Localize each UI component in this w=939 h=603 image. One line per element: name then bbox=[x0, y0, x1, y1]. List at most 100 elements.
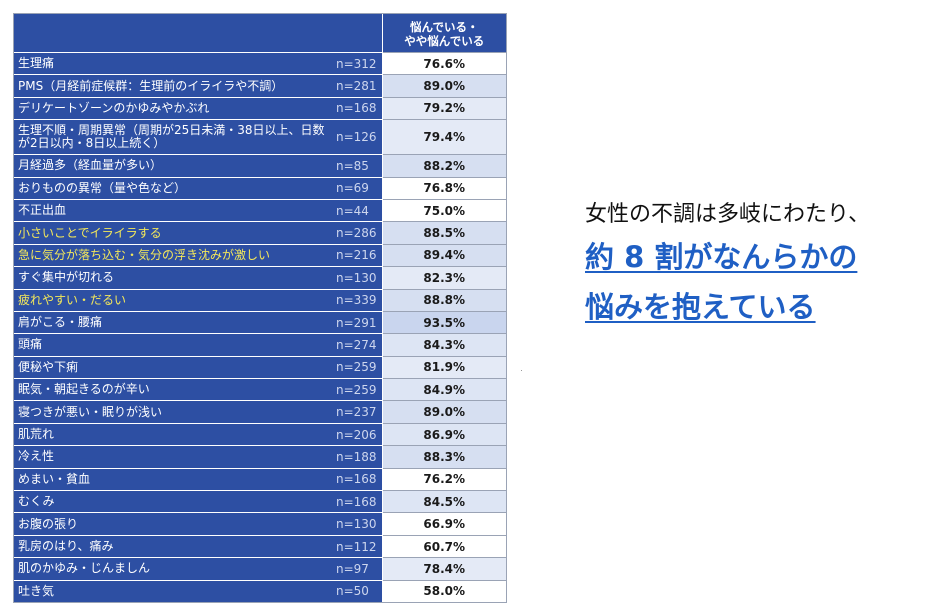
header-blank-cell bbox=[14, 14, 383, 53]
percent-value: 88.3% bbox=[382, 445, 506, 469]
sample-size: n=50 bbox=[332, 579, 383, 602]
table-header-row: 悩んでいる・ やや悩んでいる bbox=[14, 14, 506, 53]
symptom-label: 乳房のはり、痛み bbox=[14, 534, 332, 558]
symptom-label: 疲れやすい・だるい bbox=[14, 288, 332, 312]
sample-size: n=259 bbox=[332, 355, 383, 379]
sample-size: n=259 bbox=[332, 378, 383, 401]
sample-size: n=339 bbox=[332, 288, 383, 312]
percent-value: 89.0% bbox=[382, 400, 506, 424]
symptom-label: デリケートゾーンのかゆみやかぶれ bbox=[14, 96, 332, 120]
sample-size: n=130 bbox=[332, 512, 383, 536]
table-row: 頭痛 n=274 84.3% bbox=[14, 333, 506, 357]
percent-value: 78.4% bbox=[382, 557, 506, 581]
percent-value: 84.9% bbox=[382, 378, 506, 401]
symptom-label: おりものの異常（量や色など） bbox=[14, 176, 332, 200]
symptom-label: めまい・貧血 bbox=[14, 467, 332, 491]
table-row: 不正出血 n=44 75.0% bbox=[14, 198, 506, 222]
sample-size: n=85 bbox=[332, 154, 383, 178]
sample-size: n=44 bbox=[332, 198, 383, 222]
symptom-label: 生理痛 bbox=[14, 51, 332, 75]
symptom-label: 肌荒れ bbox=[14, 422, 332, 446]
sample-size: n=281 bbox=[332, 74, 383, 98]
sample-size: n=126 bbox=[332, 119, 383, 155]
stray-dot bbox=[521, 370, 522, 371]
table-row: デリケートゾーンのかゆみやかぶれ n=168 79.2% bbox=[14, 96, 506, 120]
table-row: 寝つきが悪い・眠りが浅い n=237 89.0% bbox=[14, 400, 506, 424]
callout-text: 女性の不調は多岐にわたり、 約 8 割がなんらかの 悩みを抱えている bbox=[585, 198, 935, 332]
symptom-label: 肌のかゆみ・じんましん bbox=[14, 557, 332, 581]
callout-line-3: 悩みを抱えている bbox=[585, 290, 816, 324]
symptom-label: むくみ bbox=[14, 490, 332, 513]
percent-value: 76.8% bbox=[382, 176, 506, 200]
percent-value: 93.5% bbox=[382, 310, 506, 334]
sample-size: n=312 bbox=[332, 51, 383, 75]
symptom-label: 不正出血 bbox=[14, 198, 332, 222]
table-row: 疲れやすい・だるい n=339 88.8% bbox=[14, 288, 506, 312]
symptom-label: 便秘や下痢 bbox=[14, 355, 332, 379]
sample-size: n=69 bbox=[332, 176, 383, 200]
sample-size: n=216 bbox=[332, 243, 383, 267]
table-row: 眠気・朝起きるのが辛い n=259 84.9% bbox=[14, 378, 506, 401]
table-row: お腹の張り n=130 66.9% bbox=[14, 512, 506, 536]
table-row: 生理不順・周期異常（周期が25日未満・38日以上、日数が2日以内・8日以上続く）… bbox=[14, 119, 506, 155]
percent-value: 84.3% bbox=[382, 333, 506, 357]
table-row: 肩がこる・腰痛 n=291 93.5% bbox=[14, 310, 506, 334]
column-header-worried: 悩んでいる・ やや悩んでいる bbox=[382, 14, 506, 53]
table-row: 急に気分が落ち込む・気分の浮き沈みが激しい n=216 89.4% bbox=[14, 243, 506, 267]
sample-size: n=112 bbox=[332, 534, 383, 558]
percent-value: 76.2% bbox=[382, 467, 506, 491]
table-row: 月経過多（経血量が多い） n=85 88.2% bbox=[14, 154, 506, 178]
table-row: 便秘や下痢 n=259 81.9% bbox=[14, 355, 506, 379]
sample-size: n=168 bbox=[332, 490, 383, 513]
percent-value: 82.3% bbox=[382, 266, 506, 290]
percent-value: 76.6% bbox=[382, 51, 506, 75]
table-row: めまい・貧血 n=168 76.2% bbox=[14, 467, 506, 491]
survey-table: 悩んでいる・ やや悩んでいる 生理痛 n=312 76.6% PMS（月経前症候群：生… bbox=[14, 14, 506, 602]
percent-value: 66.9% bbox=[382, 512, 506, 536]
percent-value: 60.7% bbox=[382, 534, 506, 558]
percent-value: 84.5% bbox=[382, 490, 506, 513]
table-row: 生理痛 n=312 76.6% bbox=[14, 51, 506, 75]
percent-value: 88.2% bbox=[382, 154, 506, 178]
table-row: 冷え性 n=188 88.3% bbox=[14, 445, 506, 469]
table-row: むくみ n=168 84.5% bbox=[14, 490, 506, 513]
sample-size: n=206 bbox=[332, 422, 383, 446]
symptom-label: PMS（月経前症候群：生理前のイライラや不調） bbox=[14, 74, 332, 98]
percent-value: 89.0% bbox=[382, 74, 506, 98]
sample-size: n=286 bbox=[332, 221, 383, 245]
sample-size: n=97 bbox=[332, 557, 383, 581]
sample-size: n=168 bbox=[332, 467, 383, 491]
symptom-label: 月経過多（経血量が多い） bbox=[14, 154, 332, 178]
sample-size: n=130 bbox=[332, 266, 383, 290]
table-row: おりものの異常（量や色など） n=69 76.8% bbox=[14, 176, 506, 200]
callout-line-2: 約 8 割がなんらかの bbox=[585, 240, 858, 274]
symptom-label: 寝つきが悪い・眠りが浅い bbox=[14, 400, 332, 424]
sample-size: n=237 bbox=[332, 400, 383, 424]
table-row: 乳房のはり、痛み n=112 60.7% bbox=[14, 534, 506, 558]
symptom-label: 小さいことでイライラする bbox=[14, 221, 332, 245]
table-row: 小さいことでイライラする n=286 88.5% bbox=[14, 221, 506, 245]
percent-value: 89.4% bbox=[382, 243, 506, 267]
sample-size: n=188 bbox=[332, 445, 383, 469]
table-row: PMS（月経前症候群：生理前のイライラや不調） n=281 89.0% bbox=[14, 74, 506, 98]
symptom-label: 冷え性 bbox=[14, 445, 332, 469]
symptom-label: すぐ集中が切れる bbox=[14, 266, 332, 290]
symptom-label: 肩がこる・腰痛 bbox=[14, 310, 332, 334]
percent-value: 58.0% bbox=[382, 579, 506, 602]
survey-table-container: 悩んでいる・ やや悩んでいる 生理痛 n=312 76.6% PMS（月経前症候群：生… bbox=[13, 13, 507, 603]
percent-value: 79.4% bbox=[382, 119, 506, 155]
percent-value: 75.0% bbox=[382, 198, 506, 222]
percent-value: 86.9% bbox=[382, 422, 506, 446]
table-row: すぐ集中が切れる n=130 82.3% bbox=[14, 266, 506, 290]
table-row: 肌荒れ n=206 86.9% bbox=[14, 422, 506, 446]
symptom-label: 眠気・朝起きるのが辛い bbox=[14, 378, 332, 401]
sample-size: n=291 bbox=[332, 310, 383, 334]
percent-value: 81.9% bbox=[382, 355, 506, 379]
symptom-label: 生理不順・周期異常（周期が25日未満・38日以上、日数が2日以内・8日以上続く） bbox=[14, 119, 332, 155]
symptom-label: 吐き気 bbox=[14, 579, 332, 602]
percent-value: 88.8% bbox=[382, 288, 506, 312]
table-row: 肌のかゆみ・じんましん n=97 78.4% bbox=[14, 557, 506, 581]
table-row: 吐き気 n=50 58.0% bbox=[14, 579, 506, 602]
symptom-label: 頭痛 bbox=[14, 333, 332, 357]
percent-value: 79.2% bbox=[382, 96, 506, 120]
